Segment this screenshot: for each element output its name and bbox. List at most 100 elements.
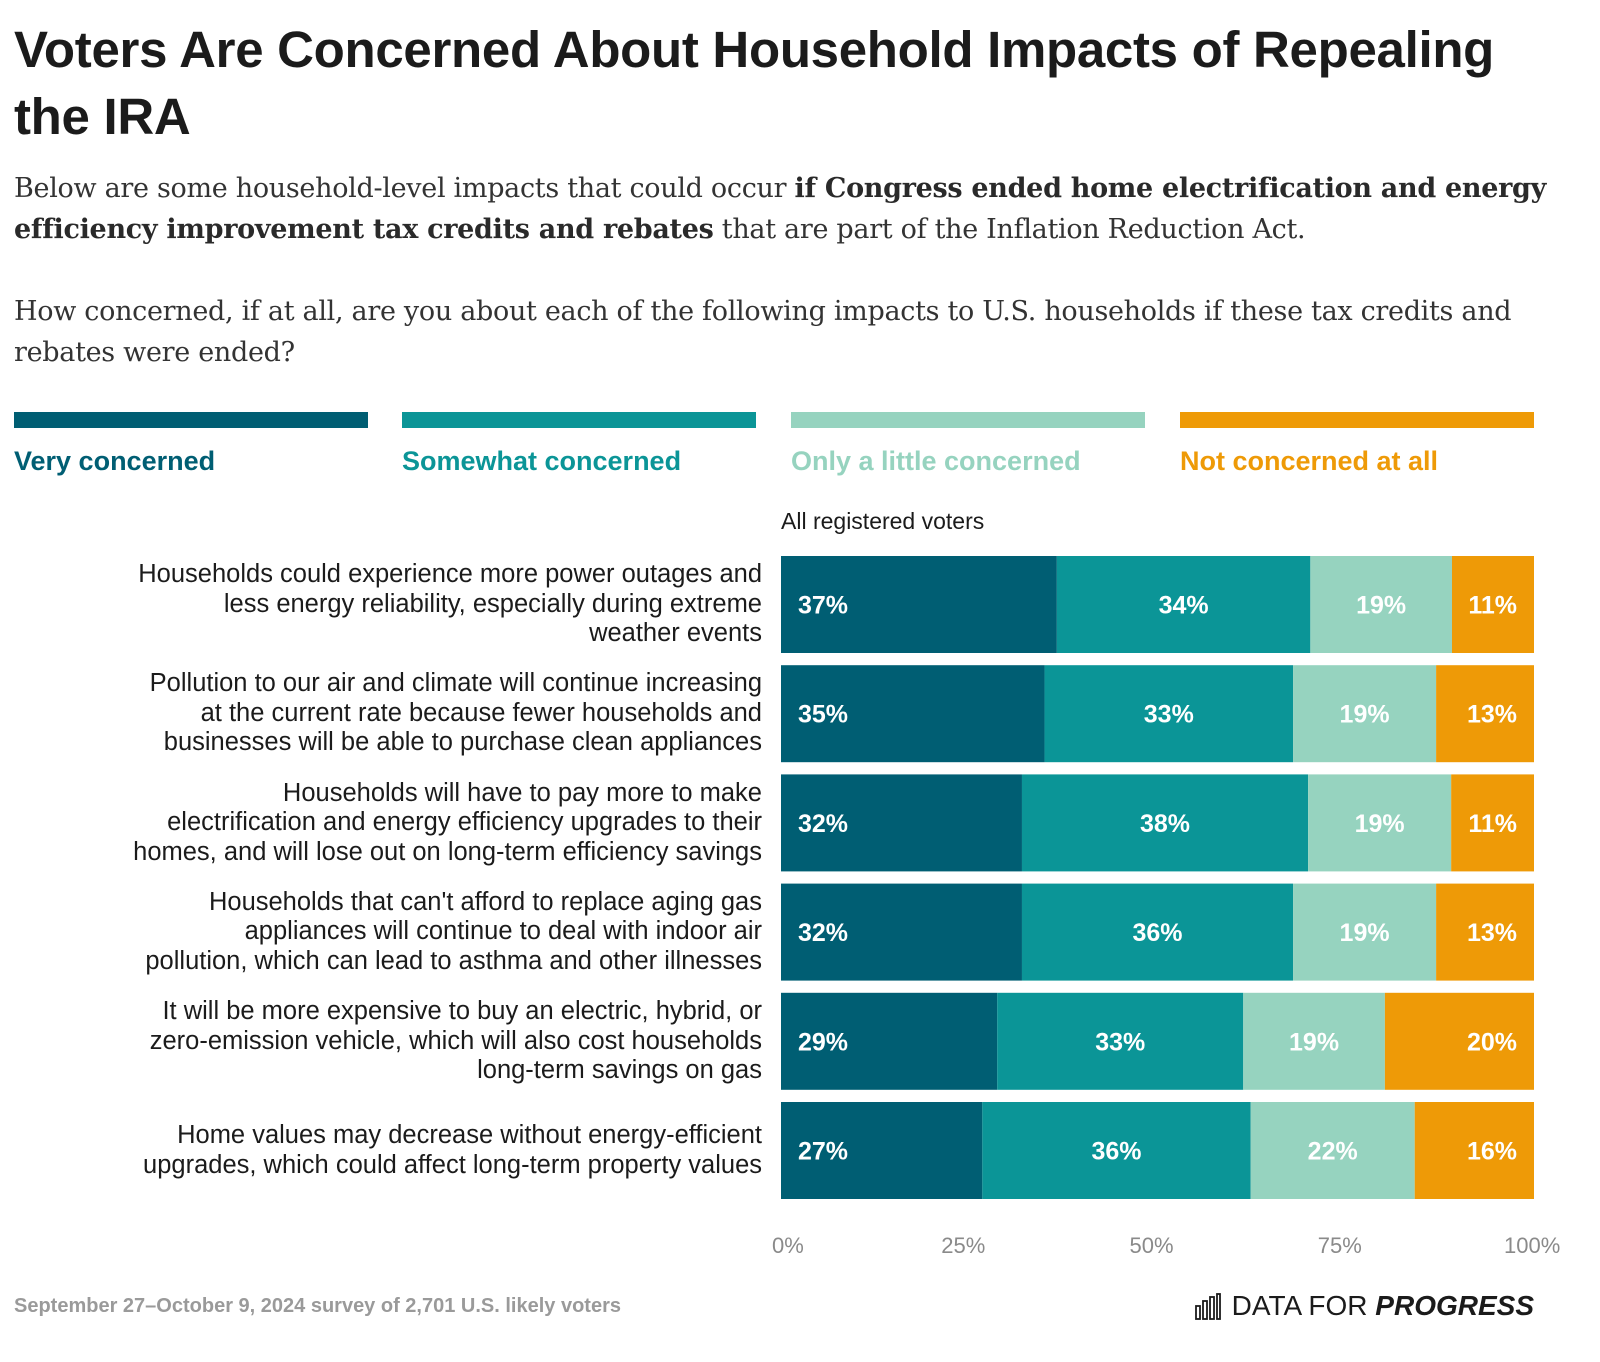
category-label-line: less energy reliability, especially duri… [223,589,762,618]
x-tick-label: 50% [1130,1233,1174,1258]
bar-segment-very-concerned [781,774,1022,872]
brand-name-bold: PROGRESS [1375,1290,1534,1321]
bar-segment-somewhat-concerned [997,992,1244,1090]
data-label: 19% [1340,919,1390,947]
legend-swatch [14,412,368,428]
chart-subtitle: Below are some household-level impacts t… [14,168,1574,250]
data-label: 13% [1467,701,1517,729]
stacked-bar-chart: 37% 34% 19% 11% 35% 33% 19% 13% 32% 38% 19% 11% 32% 3… [772,556,1560,1258]
survey-source-note: September 27–October 9, 2024 survey of 2… [14,1295,621,1317]
category-label: Households will have to pay more to make… [10,774,762,871]
category-label: Home values may decrease without energy-… [10,1102,762,1199]
survey-question: How concerned, if at all, are you about … [14,296,1512,368]
category-label: It will be more expensive to buy an elec… [10,993,762,1090]
bar-segment-very-concerned [781,883,1022,981]
bar-segment-somewhat-concerned [1056,556,1311,653]
data-label: 32% [798,919,848,947]
data-label: 36% [1091,1138,1141,1166]
category-label-line: Home values may decrease without energy-… [177,1121,762,1149]
data-label: 32% [798,810,848,838]
bar-segment-somewhat-concerned [982,1102,1251,1199]
category-label-line: It will be more expensive to buy an elec… [162,997,762,1026]
bar-segment-only-a-little-concerned [1310,556,1452,653]
bar-segment-only-a-little-concerned [1250,1102,1415,1199]
data-label: 11% [1468,810,1517,838]
data-label: 13% [1467,919,1517,947]
category-label-line: electrification and energy efficiency up… [167,808,762,837]
category-label-line: Pollution to our air and climate will co… [149,669,762,698]
bar-segment-somewhat-concerned [1044,665,1294,763]
subtitle-bold-text: if Congress ended home electrification a… [14,173,1546,245]
x-tick-label: 0% [772,1233,804,1258]
group-label: All registered voters [781,508,985,534]
data-label: 36% [1132,919,1182,947]
brand-logo: DATA FOR PROGRESS [1190,1286,1534,1326]
category-label-line: zero-emission vehicle, which will also c… [149,1026,762,1055]
bar-segment-only-a-little-concerned [1293,665,1437,763]
subtitle-text-end: that are part of the Inflation Reduction… [713,214,1306,245]
data-label: 11% [1468,592,1517,620]
category-label: Households could experience more power o… [10,556,762,653]
category-label: Households that can't afford to replace … [10,884,762,981]
category-label-line: weather events [589,619,762,648]
legend-swatch [791,412,1145,428]
category-label-line: upgrades, which could affect long-term p… [143,1150,762,1179]
data-label: 22% [1308,1138,1358,1166]
subtitle-text: Below are some household-level impacts t… [14,173,795,204]
brand-name-plain: DATA FOR [1231,1290,1376,1321]
category-label-line: long-term savings on gas [477,1056,762,1085]
category-label-line: pollution, which can lead to asthma and … [145,946,762,975]
bar-segment-not-concerned-at-all [1436,883,1534,981]
category-label-line: appliances will continue to deal with in… [244,917,762,946]
category-label-line: Households will have to pay more to make [282,778,762,807]
bar-chart-icon [1194,1293,1221,1320]
bar-segment-not-concerned-at-all [1451,774,1534,872]
bar-segment-very-concerned [781,665,1045,763]
legend-item-only-a-little-concerned: Only a little concerned [791,412,1145,477]
data-label: 19% [1356,592,1406,620]
bar-segment-only-a-little-concerned [1243,992,1385,1090]
x-tick-label: 100% [1504,1233,1560,1258]
data-label: 19% [1289,1028,1339,1056]
data-label: 19% [1355,810,1405,838]
category-label-line: Households that can't afford to replace … [208,887,762,916]
legend-swatch [1180,412,1534,428]
bar-segment-not-concerned-at-all [1414,1102,1534,1199]
bar-segment-not-concerned-at-all [1451,556,1534,653]
bar-segment-very-concerned [781,1102,983,1199]
legend-item-very-concerned: Very concerned [14,412,368,477]
legend-label: Somewhat concerned [402,446,682,476]
data-label: 33% [1095,1028,1145,1056]
legend-label: Very concerned [14,446,216,476]
legend-item-not-concerned-at-all: Not concerned at all [1180,412,1534,477]
bar-segment-somewhat-concerned [1021,774,1309,872]
legend-item-somewhat-concerned: Somewhat concerned [402,412,756,477]
data-label: 38% [1140,810,1190,838]
data-label: 27% [798,1138,848,1166]
data-label: 33% [1144,701,1194,729]
bar-segment-very-concerned [781,992,998,1090]
bar-segment-not-concerned-at-all [1436,665,1534,763]
category-label-line: Households could experience more power o… [138,560,762,589]
bar-segment-very-concerned [781,556,1057,653]
category-label-line: businesses will be able to purchase clea… [163,728,762,757]
legend-swatch [402,412,756,428]
brand-name: DATA FOR PROGRESS [1232,1290,1534,1322]
category-label-line: at the current rate because fewer househ… [200,698,762,727]
category-label-line: homes, and will lose out on long-term ef… [133,837,762,866]
data-label: 20% [1467,1028,1517,1056]
bar-segment-only-a-little-concerned [1308,774,1452,872]
bar-segment-not-concerned-at-all [1384,992,1534,1090]
legend-label: Only a little concerned [791,446,1081,476]
data-label: 34% [1159,592,1209,620]
data-label: 29% [798,1028,848,1056]
data-label: 35% [798,701,848,729]
bar-segment-somewhat-concerned [1021,883,1294,981]
data-label: 16% [1467,1138,1517,1166]
bar-segment-only-a-little-concerned [1293,883,1437,981]
legend-label: Not concerned at all [1180,446,1439,476]
data-label: 37% [798,592,848,620]
category-label: Pollution to our air and climate will co… [10,665,762,762]
x-tick-label: 25% [941,1233,985,1258]
data-label: 19% [1340,701,1390,729]
